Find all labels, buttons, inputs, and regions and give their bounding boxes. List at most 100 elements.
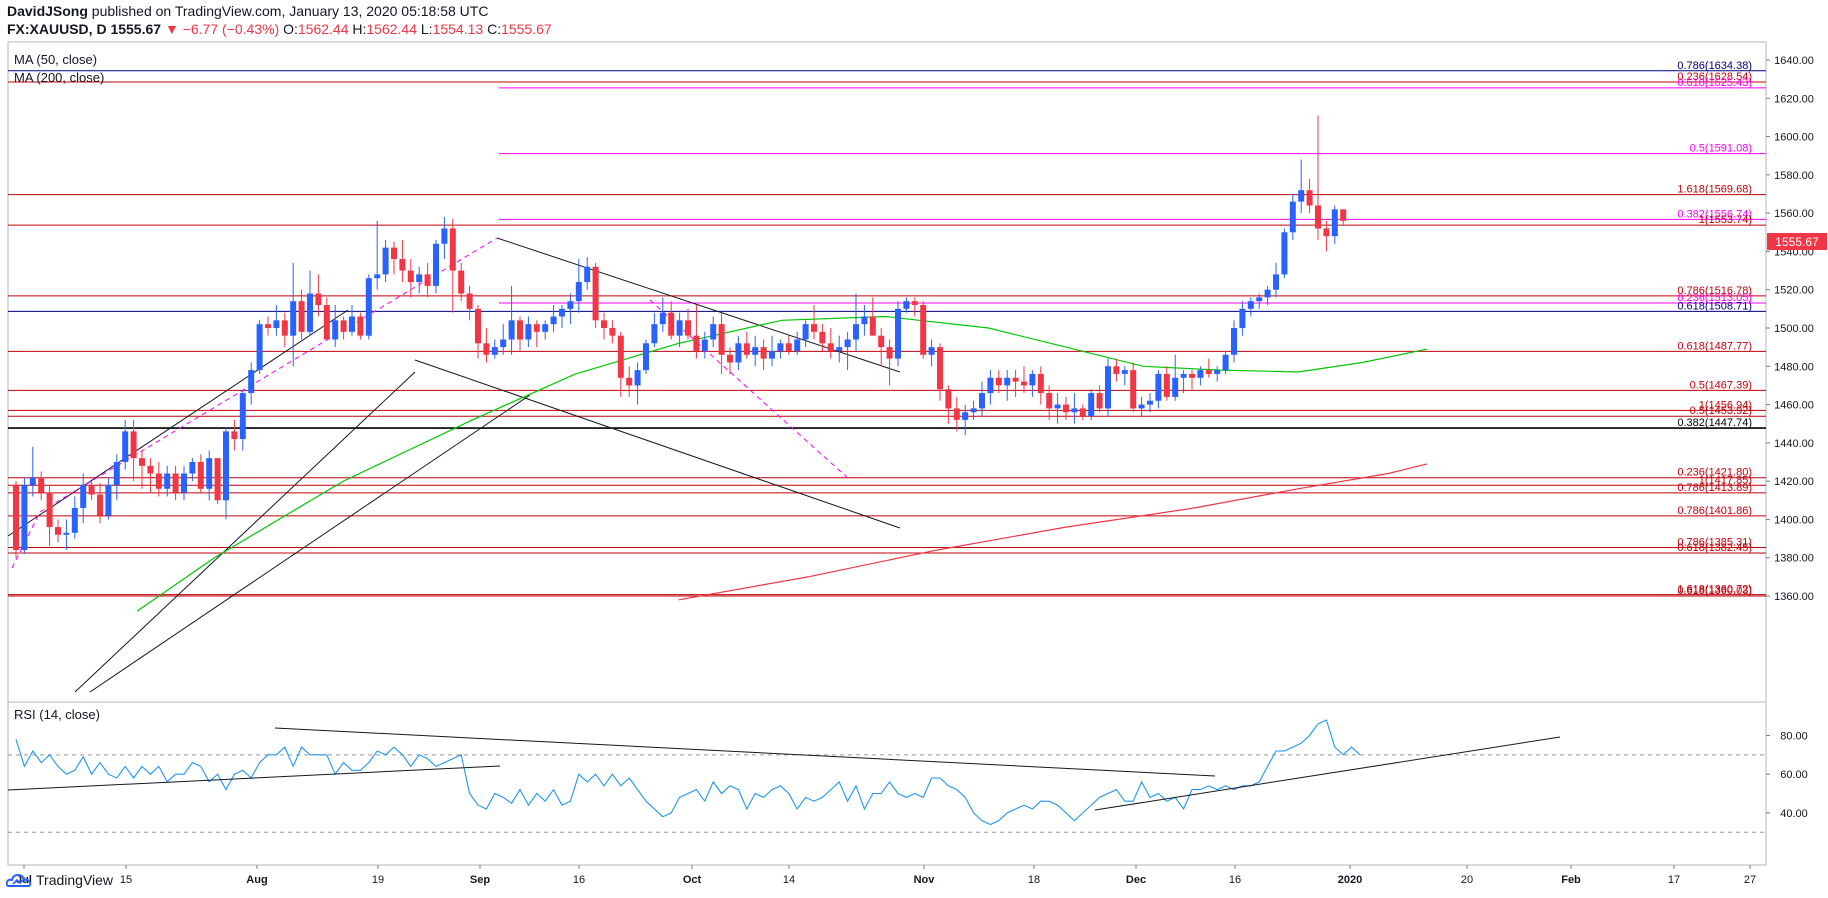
fib-level-label: 1.618(1360.72) bbox=[1677, 584, 1752, 596]
candle-body bbox=[1088, 393, 1095, 417]
ma200-legend[interactable]: MA (200, close) bbox=[14, 70, 104, 85]
candle-body bbox=[181, 473, 187, 493]
time-tick-label: Oct bbox=[683, 874, 702, 886]
rsi-legend[interactable]: RSI (14, close) bbox=[14, 707, 100, 722]
trend-line bbox=[7, 309, 349, 537]
tradingview-logo[interactable]: TradingView bbox=[6, 869, 113, 891]
candle-body bbox=[458, 270, 465, 294]
candle-body bbox=[1147, 400, 1153, 405]
fib-level-label: 0.5(1467.39) bbox=[1690, 379, 1752, 391]
time-axis[interactable]: Jul 15 Aug 19 Sep 16 Oct 14 Nov 18 Dec 16 2020 20 Feb 1… bbox=[16, 865, 1756, 886]
candle-body bbox=[290, 301, 297, 336]
candle-body bbox=[323, 305, 330, 340]
rsi-trend-line bbox=[274, 727, 1216, 777]
time-tick-label: Aug bbox=[246, 874, 267, 886]
fib-level-label: 0.236(1513.05) bbox=[1677, 292, 1752, 304]
candle-body bbox=[399, 259, 406, 271]
author-name[interactable]: DavidJSong bbox=[7, 3, 88, 19]
time-tick-label: 27 bbox=[1744, 874, 1756, 886]
candle-body bbox=[483, 343, 490, 355]
candle-body bbox=[659, 312, 666, 325]
time-tick-label: 16 bbox=[573, 874, 585, 886]
price-tick-label: 1500.00 bbox=[1774, 323, 1814, 335]
candle-body bbox=[155, 473, 162, 489]
fib-level-label: 0.618(1508.71) bbox=[1677, 300, 1752, 312]
candle-body bbox=[1315, 205, 1321, 229]
candle-body bbox=[491, 347, 498, 355]
symbol-name[interactable]: FX:XAUUSD, D bbox=[7, 21, 107, 37]
candle-body bbox=[903, 301, 910, 309]
fib-level-label: 0.786(1401.86) bbox=[1677, 505, 1752, 517]
candle-body bbox=[508, 320, 515, 340]
time-tick-label: 2020 bbox=[1338, 874, 1362, 886]
open-value: 1562.44 bbox=[297, 21, 349, 37]
candle-body bbox=[475, 308, 481, 344]
price-tick-label: 1420.00 bbox=[1774, 476, 1814, 488]
candle-body bbox=[1189, 373, 1195, 378]
fib-level-label: 0.618(1360.03) bbox=[1677, 585, 1752, 597]
trend-line bbox=[74, 371, 416, 693]
fib-level-label: 0.618(1625.43) bbox=[1677, 77, 1752, 89]
candle-body bbox=[197, 462, 204, 489]
candle-body bbox=[685, 320, 691, 336]
time-tick-label: Feb bbox=[1561, 874, 1581, 886]
candle-body bbox=[441, 228, 448, 244]
price-tick-label: 1480.00 bbox=[1774, 361, 1814, 373]
time-tick-label: 19 bbox=[372, 874, 384, 886]
candle-body bbox=[701, 339, 708, 351]
low-label: L: bbox=[420, 21, 433, 37]
trend-lines bbox=[7, 237, 901, 693]
candle-body bbox=[332, 320, 339, 340]
time-tick-label: Nov bbox=[914, 874, 936, 886]
candle-body bbox=[878, 335, 885, 348]
price-tick-label: 1380.00 bbox=[1774, 553, 1814, 565]
fib-level-label: 0.382(1556.74) bbox=[1677, 208, 1752, 220]
time-tick-label: 16 bbox=[1229, 874, 1241, 886]
close-value: 1555.67 bbox=[501, 21, 552, 37]
moving-averages bbox=[136, 315, 1428, 612]
price-tick-label: 1360.00 bbox=[1774, 591, 1814, 603]
candle-body bbox=[1079, 408, 1086, 417]
price-axis[interactable]: 1360.00 1380.00 1400.00 1420.00 1440.00 1460.… bbox=[1766, 55, 1814, 603]
low-value: 1554.13 bbox=[432, 21, 484, 37]
candle-body bbox=[307, 293, 313, 332]
candle-body bbox=[38, 477, 45, 493]
time-tick-label: 17 bbox=[1668, 874, 1680, 886]
candle-body bbox=[601, 320, 607, 328]
candle-body bbox=[433, 243, 439, 286]
fib-level-label: 0.236(1628.54) bbox=[1677, 71, 1752, 83]
candle-body bbox=[777, 343, 784, 351]
candle-body bbox=[1037, 373, 1044, 394]
candle-body bbox=[752, 347, 759, 355]
fib-level-label: 1(1456.94) bbox=[1699, 399, 1752, 411]
candle-body bbox=[718, 324, 725, 355]
candle-body bbox=[1273, 274, 1279, 290]
publish-date: published on TradingView.com, January 13… bbox=[91, 3, 489, 19]
candle-body bbox=[189, 462, 196, 474]
candle-body bbox=[1155, 373, 1162, 401]
candle-body bbox=[979, 393, 985, 409]
last-price-label: 1555.67 bbox=[1775, 235, 1819, 249]
candle-body bbox=[995, 377, 1002, 386]
candles bbox=[13, 115, 1347, 558]
candle-body bbox=[911, 301, 918, 306]
time-tick-label: 15 bbox=[120, 874, 132, 886]
candle-body bbox=[46, 492, 53, 528]
candle-body bbox=[853, 324, 859, 340]
candle-body bbox=[827, 343, 834, 351]
candle-body bbox=[533, 324, 540, 332]
candle-body bbox=[559, 308, 565, 317]
candle-body bbox=[122, 431, 129, 462]
candle-body bbox=[886, 347, 893, 359]
last-price: 1555.67 bbox=[110, 21, 162, 37]
high-value: 1562.44 bbox=[366, 21, 417, 37]
candle-body bbox=[382, 247, 389, 275]
candle-body bbox=[987, 377, 994, 394]
candle-body bbox=[88, 484, 95, 495]
price-tick-label: 1560.00 bbox=[1774, 208, 1814, 220]
candle-body bbox=[895, 308, 901, 359]
candle-body bbox=[693, 335, 700, 351]
ma50-legend[interactable]: MA (50, close) bbox=[14, 52, 97, 67]
candle-body bbox=[424, 274, 431, 286]
